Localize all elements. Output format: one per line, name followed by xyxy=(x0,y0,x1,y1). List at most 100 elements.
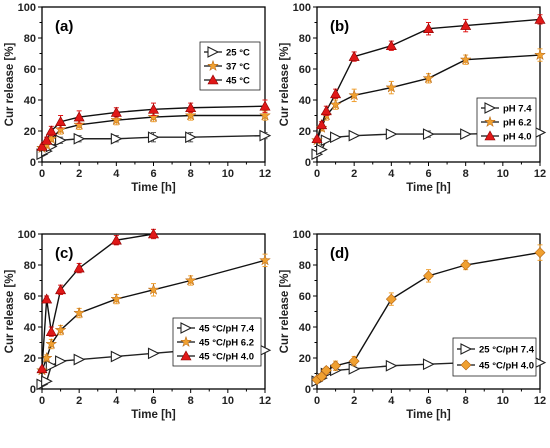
legend-entry: pH 7.4 xyxy=(503,104,532,115)
data-point xyxy=(110,350,123,363)
panel-4-label: (d) xyxy=(330,245,349,262)
legend-marker xyxy=(180,350,192,361)
panel-2-xtick-label: 8 xyxy=(463,168,469,180)
data-point xyxy=(73,118,86,130)
panel-4-xtick-label: 10 xyxy=(497,395,509,407)
data-point xyxy=(534,13,546,24)
data-point xyxy=(184,109,197,121)
panel-4-ylabel: Cur release [%] xyxy=(279,269,291,353)
legend-entry: pH 6.2 xyxy=(503,118,532,129)
data-point xyxy=(422,358,435,371)
panel-4-legend-box xyxy=(452,337,537,377)
data-point xyxy=(422,71,435,84)
data-point xyxy=(320,364,332,376)
panel-4-xtick-label: 8 xyxy=(463,395,469,407)
panel-2-xtick-label: 0 xyxy=(314,168,320,180)
panel-1-series-2 xyxy=(36,109,271,154)
panel-3-legend: 45 °C/pH 7.4 45 °C/pH 6.2 45 °C/pH 4.0 xyxy=(172,317,262,367)
panel-4-xtick-label: 2 xyxy=(351,395,357,407)
panel-1: 0 2 4 6 8 10 12 0 20 40 60 80 100 Time [h] Cur release… xyxy=(4,2,272,194)
panel-4: 0 2 4 6 8 10 12 0 20 40 60 80 100 Time [h] Cur release… xyxy=(279,229,547,421)
panel-2: 0 2 4 6 8 10 12 0 20 40 60 80 100 Time [h] Cur release… xyxy=(279,2,547,194)
panel-4-xtick-label: 0 xyxy=(314,395,320,407)
panel-3-xtick-label: 8 xyxy=(188,395,194,407)
legend-marker xyxy=(460,343,473,355)
legend-entry: pH 4.0 xyxy=(503,132,532,143)
legend-marker xyxy=(484,102,497,114)
data-point xyxy=(422,128,435,140)
legend-entry: 25 °C/pH 7.4 xyxy=(479,345,535,356)
data-point xyxy=(259,109,271,121)
legend-entry: 37 °C xyxy=(226,62,250,73)
data-point xyxy=(422,23,435,34)
panel-3-ytick-label: 80 xyxy=(24,260,36,272)
legend-entry: 45 °C/pH 6.2 xyxy=(199,338,254,349)
panel-4-ytick-label: 80 xyxy=(299,260,311,272)
legend-marker xyxy=(484,115,496,128)
data-point xyxy=(348,50,360,61)
data-point xyxy=(73,306,86,319)
data-point xyxy=(259,129,272,142)
legend-entry: 25 °C xyxy=(226,48,250,59)
data-point xyxy=(460,259,472,271)
panel-3-xtick-label: 4 xyxy=(113,395,120,407)
panel-4-xlabel: Time [h] xyxy=(406,409,451,421)
data-point xyxy=(55,134,67,147)
legend-marker xyxy=(207,59,219,72)
data-point xyxy=(330,131,342,144)
panel-1-ytick-label: 100 xyxy=(18,2,36,14)
panel-1-xtick-label: 4 xyxy=(113,168,120,180)
panel-4-xtick-label: 6 xyxy=(425,395,431,407)
data-point xyxy=(329,98,342,110)
data-point xyxy=(41,375,53,388)
panel-1-legend: 25 °C 37 °C 45 °C xyxy=(199,41,261,91)
panel-1-ytick-label: 80 xyxy=(24,33,36,45)
panel-1-xtick-label: 2 xyxy=(76,168,82,180)
data-point xyxy=(55,284,67,295)
data-point xyxy=(423,270,434,282)
data-point xyxy=(55,116,67,126)
panel-2-ylabel: Cur release [%] xyxy=(279,42,291,126)
panel-4-ytick-label: 100 xyxy=(293,229,311,241)
panel-1-xtick-label: 6 xyxy=(150,168,156,180)
data-point xyxy=(110,132,123,145)
panel-2-series-1 xyxy=(311,126,547,161)
data-point xyxy=(185,131,197,144)
data-point xyxy=(36,363,48,374)
legend-marker xyxy=(484,130,496,141)
legend-entry: 45 °C/pH 7.4 xyxy=(199,324,255,335)
data-point xyxy=(385,128,398,140)
panel-1-ytick-label: 60 xyxy=(24,64,36,76)
panel-4-xtick-label: 12 xyxy=(534,395,546,407)
panel-2-ytick-label: 100 xyxy=(293,2,311,14)
panel-1-xtick-label: 8 xyxy=(188,168,194,180)
data-point xyxy=(348,129,361,142)
panel-3-label: (c) xyxy=(55,245,73,262)
panel-3-xtick-label: 6 xyxy=(150,395,156,407)
data-point xyxy=(534,48,546,61)
panel-1-ytick-label: 20 xyxy=(24,126,36,138)
panel-4-ytick-label: 60 xyxy=(299,291,311,303)
data-point xyxy=(330,360,342,372)
data-point xyxy=(73,262,85,273)
data-point xyxy=(54,123,67,135)
panel-3-xtick-label: 12 xyxy=(259,395,271,407)
panel-2-ytick-label: 40 xyxy=(299,95,311,107)
panel-1-ylabel: Cur release [%] xyxy=(4,42,16,126)
data-point xyxy=(460,19,472,30)
panel-2-xtick-label: 6 xyxy=(425,168,431,180)
legend-marker xyxy=(180,335,192,348)
panel-2-ytick-label: 80 xyxy=(299,33,311,45)
data-point xyxy=(330,88,342,99)
data-point xyxy=(45,125,57,136)
panel-2-xtick-label: 2 xyxy=(351,168,357,180)
panel-1-series-1 xyxy=(36,129,272,161)
legend-marker xyxy=(207,74,219,85)
data-point xyxy=(385,359,398,372)
data-point xyxy=(147,103,160,114)
panel-2-xtick-label: 12 xyxy=(534,168,546,180)
data-point xyxy=(385,81,398,93)
panel-2-label: (b) xyxy=(330,18,349,35)
panel-3-ytick-label: 100 xyxy=(18,229,36,241)
